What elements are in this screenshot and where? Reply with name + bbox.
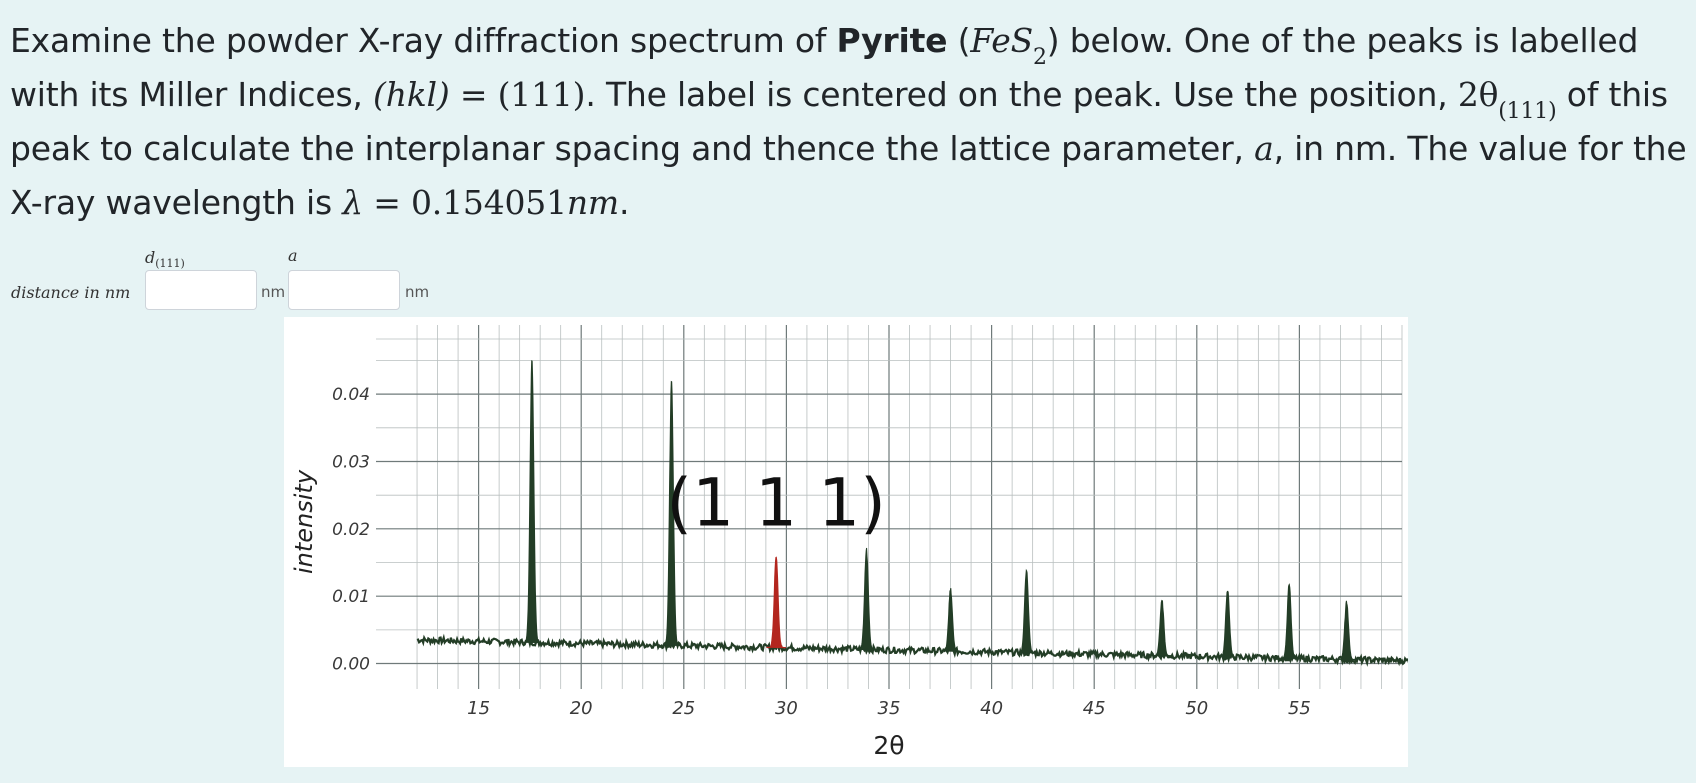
y-tick-label: 0.04 xyxy=(332,385,370,405)
a-column-label: a xyxy=(288,246,298,265)
d111-unit: nm xyxy=(261,283,286,301)
y-tick-label: 0.00 xyxy=(332,655,370,675)
x-axis-label: 2θ xyxy=(873,731,904,760)
x-tick-label: 55 xyxy=(1288,698,1311,719)
diffraction-peak xyxy=(856,547,877,651)
x-tick-label: 25 xyxy=(672,698,695,719)
d111-input[interactable] xyxy=(145,270,257,310)
formula: FeS xyxy=(970,21,1033,60)
diffraction-peak xyxy=(1279,583,1299,660)
d111-column-label: d(111) xyxy=(145,248,185,271)
x-tick-label: 30 xyxy=(775,698,798,719)
diffraction-peak xyxy=(1016,568,1037,654)
xrd-chart-svg: 0.00 0.01 0.02 0.03 0.04 15 20 25 30 35 40 45 50 55 2θ… xyxy=(290,325,1408,760)
miller-index-label: (1 1 1) xyxy=(666,464,885,541)
y-tick-label: 0.02 xyxy=(332,520,370,540)
diffraction-peak xyxy=(661,380,682,647)
y-tick-label: 0.01 xyxy=(332,587,370,607)
answer-form: d(111) a distance in nm nm nm xyxy=(0,240,700,316)
diffraction-peak xyxy=(522,360,542,644)
diffraction-peak xyxy=(1217,590,1238,658)
xrd-chart: 0.00 0.01 0.02 0.03 0.04 15 20 25 30 35 40 45 50 55 2θ… xyxy=(284,317,1408,767)
x-tick-label: 50 xyxy=(1185,698,1208,719)
diffraction-peak xyxy=(940,588,961,652)
question-text: Examine the powder X-ray diffraction spe… xyxy=(10,21,1687,222)
row-label: distance in nm xyxy=(11,283,131,302)
y-axis-label: intensity xyxy=(290,469,318,574)
a-input[interactable] xyxy=(288,270,400,310)
background-trace xyxy=(416,633,1408,667)
peak-111-highlighted xyxy=(766,556,786,649)
diffraction-peak xyxy=(1152,599,1173,657)
x-tick-label: 45 xyxy=(1083,698,1106,719)
y-tick-label: 0.03 xyxy=(332,452,370,472)
x-tick-label: 15 xyxy=(467,698,490,719)
x-tick-label: 20 xyxy=(570,698,593,719)
x-tick-label: 35 xyxy=(878,698,901,719)
a-unit: nm xyxy=(405,283,430,301)
mineral-name: Pyrite xyxy=(836,21,948,60)
diffraction-peak xyxy=(1336,600,1357,661)
x-tick-label: 40 xyxy=(980,698,1003,719)
